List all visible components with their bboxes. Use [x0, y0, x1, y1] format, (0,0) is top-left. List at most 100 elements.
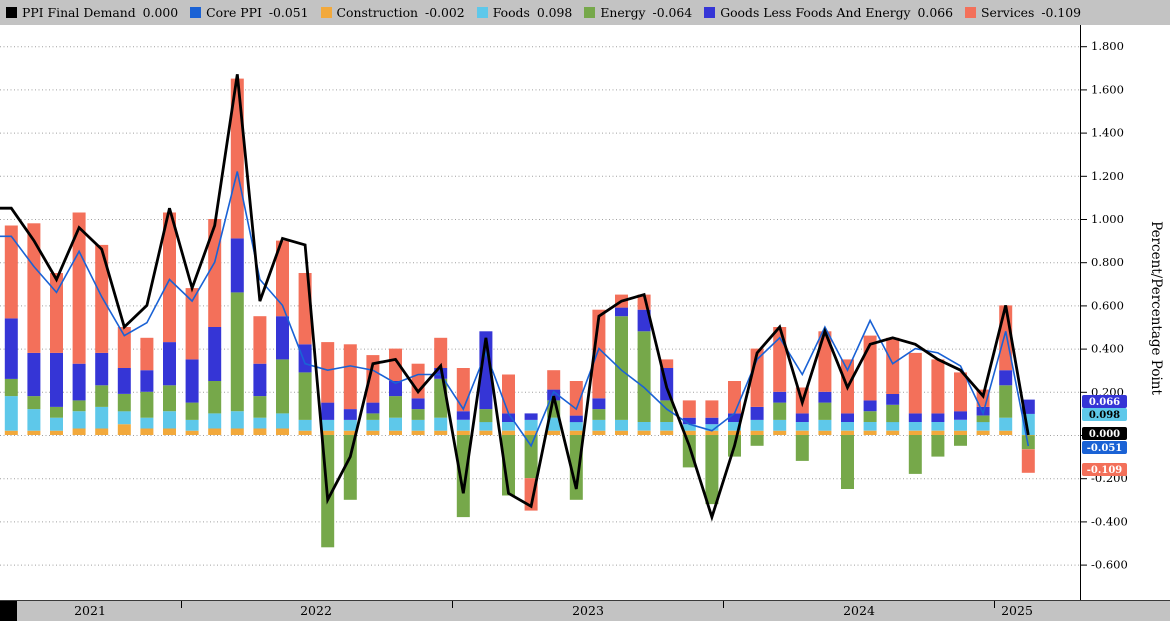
bar-foods [660, 422, 674, 431]
bar-services [4, 225, 18, 319]
bar-services [954, 372, 967, 412]
bar-services [253, 316, 267, 364]
bar-energy [615, 316, 628, 420]
bar-foods [27, 409, 41, 431]
chart-plot-area[interactable]: Percent/Percentage Point 1.800 1.600 1.400… [0, 25, 1170, 600]
legend-item-services[interactable]: Services -0.109 [965, 5, 1081, 20]
bar-construction [637, 430, 651, 435]
bar-energy [230, 292, 244, 412]
bar-foods [954, 419, 967, 431]
bar-foods [863, 422, 877, 431]
bar-construction [818, 430, 832, 435]
bar-construction [954, 430, 967, 435]
bar-foods [253, 417, 267, 429]
bar-services [1021, 449, 1035, 473]
bar-goods-less-foods-and-energy [637, 309, 651, 332]
x-axis-year-label: 2021 [74, 603, 106, 618]
bar-energy [298, 372, 312, 420]
bar-energy [411, 409, 425, 420]
bar-construction [524, 430, 538, 435]
y-axis-tick-label: 0.400 [1091, 342, 1124, 356]
legend-item-foods[interactable]: Foods 0.098 [476, 5, 573, 20]
bar-energy [908, 435, 922, 474]
legend-item-core-ppi[interactable]: Core PPI -0.051 [190, 5, 309, 20]
legend-item-goods-less-foods-and-energy[interactable]: Goods Less Foods And Energy 0.066 [704, 5, 953, 20]
bar-construction [185, 430, 199, 435]
bar-services [886, 337, 900, 394]
last-value-badge [1082, 395, 1127, 408]
bar-energy [524, 435, 538, 479]
bar-goods-less-foods-and-energy [931, 413, 945, 422]
core-ppi-line [0, 171, 1030, 448]
bar-construction [795, 430, 809, 435]
bar-construction [547, 430, 561, 435]
bar-construction [389, 430, 402, 435]
bar-goods-less-foods-and-energy [4, 318, 18, 379]
bar-construction [908, 430, 922, 435]
bar-foods [185, 419, 199, 431]
bar-construction [27, 430, 41, 435]
bar-foods [841, 422, 854, 431]
bar-goods-less-foods-and-energy [841, 413, 854, 422]
bar-construction [163, 428, 176, 435]
bar-construction [321, 430, 335, 435]
last-value-badge-label: -0.051 [1087, 443, 1122, 454]
bar-goods-less-foods-and-energy [163, 342, 176, 386]
bar-construction [976, 430, 990, 435]
bar-goods-less-foods-and-energy [321, 402, 335, 420]
bar-goods-less-foods-and-energy [728, 413, 741, 422]
bar-services [502, 374, 515, 414]
bar-energy [27, 396, 41, 410]
bar-energy [276, 359, 289, 414]
bar-services [140, 337, 154, 371]
bar-foods [615, 419, 628, 431]
bar-foods [976, 422, 990, 431]
bar-foods [908, 422, 922, 431]
bar-goods-less-foods-and-energy [411, 398, 425, 410]
bar-energy [72, 400, 86, 412]
bar-foods [456, 419, 470, 431]
legend-item-energy[interactable]: Energy -0.064 [584, 5, 692, 20]
legend-item-construction[interactable]: Construction -0.002 [320, 5, 465, 20]
y-axis-tick-label: -0.600 [1091, 558, 1128, 572]
bar-foods [4, 396, 18, 431]
legend-value: 0.098 [536, 5, 573, 20]
bar-energy [95, 385, 109, 407]
bar-goods-less-foods-and-energy [773, 391, 787, 403]
bar-energy [976, 415, 990, 423]
y-axis-tick-label: 0.800 [1091, 255, 1124, 269]
bar-energy [773, 402, 787, 420]
bar-construction [343, 430, 357, 435]
bar-foods [502, 422, 515, 431]
legend-item-ppi-final-demand[interactable]: PPI Final Demand 0.000 [6, 5, 178, 20]
bar-construction [253, 428, 267, 435]
legend-label: Construction [336, 5, 419, 20]
bar-foods [569, 422, 583, 431]
bar-goods-less-foods-and-energy [705, 417, 719, 425]
bar-energy [863, 411, 877, 422]
bar-construction [863, 430, 877, 435]
bar-construction [592, 430, 606, 435]
bar-construction [4, 430, 18, 435]
x-axis-year-label: 2023 [572, 603, 604, 618]
x-axis-year-tick [452, 601, 453, 608]
bar-services [185, 288, 199, 360]
legend-label: Core PPI [206, 5, 262, 20]
bar-goods-less-foods-and-energy [298, 344, 312, 373]
bar-construction [1021, 435, 1035, 436]
bar-services [728, 381, 741, 414]
bar-goods-less-foods-and-energy [276, 316, 289, 360]
bar-construction [931, 430, 945, 435]
bar-construction [479, 430, 493, 435]
bar-construction [366, 430, 380, 435]
bar-services [163, 212, 176, 343]
bar-energy [185, 402, 199, 420]
legend-label: Goods Less Foods And Energy [720, 5, 911, 20]
bar-foods [479, 422, 493, 431]
bar-services [72, 212, 86, 364]
y-axis-tick-label: 1.000 [1091, 212, 1124, 226]
legend-label: PPI Final Demand [22, 5, 136, 20]
bar-goods-less-foods-and-energy [366, 402, 380, 414]
bar-goods-less-foods-and-energy [140, 370, 154, 392]
legend-swatch-icon [584, 7, 596, 18]
